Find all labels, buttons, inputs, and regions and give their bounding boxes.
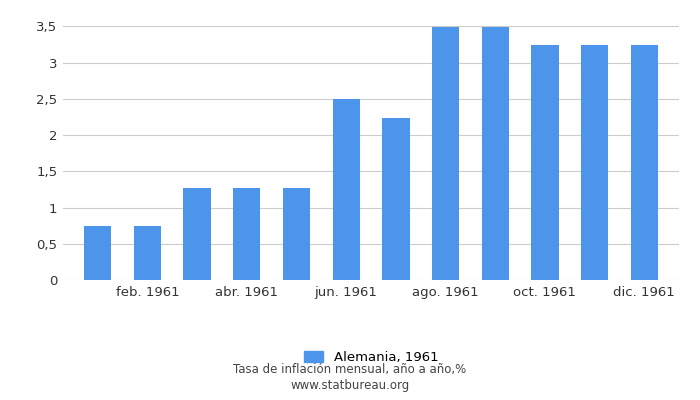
Bar	[382, 118, 410, 280]
Bar	[332, 99, 360, 280]
Bar	[183, 188, 211, 280]
Bar	[581, 44, 608, 280]
Bar	[134, 226, 161, 280]
Bar	[283, 188, 310, 280]
Legend: Alemania, 1961: Alemania, 1961	[298, 346, 444, 369]
Bar	[631, 44, 658, 280]
Bar	[84, 226, 111, 280]
Text: Tasa de inflación mensual, año a año,%: Tasa de inflación mensual, año a año,%	[233, 364, 467, 376]
Bar	[482, 27, 509, 280]
Bar	[531, 44, 559, 280]
Bar	[432, 27, 459, 280]
Bar	[233, 188, 260, 280]
Text: www.statbureau.org: www.statbureau.org	[290, 380, 410, 392]
